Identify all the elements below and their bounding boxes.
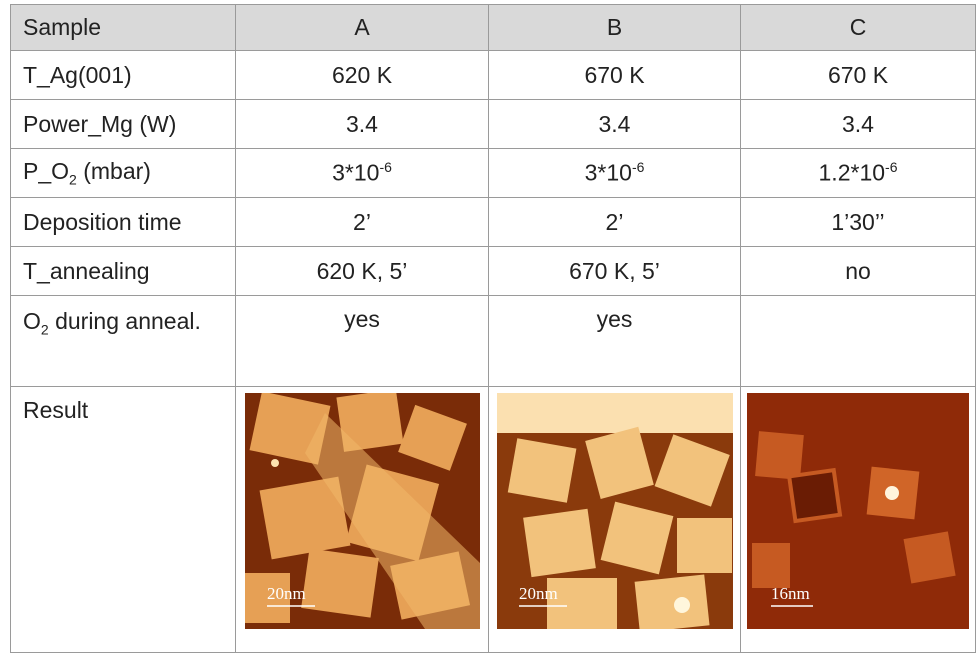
row: T_Ag(001) 620 K 670 K 670 K	[10, 50, 976, 100]
parameter-table: Sample A B C T_Ag(001) 620 K 670 K 670 K…	[10, 4, 976, 653]
superscript: -6	[631, 159, 645, 176]
stm-image: 16nm	[747, 393, 969, 629]
scale-bar-label: 20nm	[519, 584, 558, 603]
row-label: T_annealing	[10, 246, 236, 296]
stm-image: 20nm	[496, 393, 733, 629]
page: {"table": { "header": ["Sample", "A", "B…	[10, 4, 976, 653]
row: O2 during anneal. yes yes	[10, 295, 976, 387]
scale-bar-label: 20nm	[267, 584, 306, 603]
image-cell: 20nm	[488, 386, 741, 653]
image-cell: 20nm	[235, 386, 489, 653]
row: P_O2 (mbar) 3*10-6 3*10-6 1.2*10-6	[10, 148, 976, 198]
image-cell: 16nm	[740, 386, 976, 653]
header-row: Sample A B C	[10, 4, 976, 51]
header-cell: B	[488, 4, 741, 51]
header-cell: C	[740, 4, 976, 51]
text: 1.2*10	[818, 159, 886, 186]
cell: 3*10-6	[488, 148, 741, 198]
cell: yes	[235, 295, 489, 387]
row-label: Result	[10, 386, 236, 653]
superscript: -6	[885, 159, 898, 176]
row-label: O2 during anneal.	[10, 295, 236, 387]
row: Deposition time 2’ 2’ 1’30’’	[10, 197, 976, 247]
cell: 1.2*10-6	[740, 148, 976, 198]
stm-image: 20nm	[244, 393, 480, 629]
text: (mbar)	[76, 158, 151, 185]
text: O	[23, 308, 41, 334]
superscript: -6	[379, 159, 392, 176]
subscript: 2	[40, 321, 49, 338]
header-cell: A	[235, 4, 489, 51]
cell: 3.4	[488, 99, 741, 149]
cell: yes	[488, 295, 741, 387]
result-row: Result 20nm	[10, 386, 976, 653]
text: P_O	[23, 158, 70, 185]
cell: 670 K	[740, 50, 976, 100]
subscript: 2	[69, 171, 77, 188]
row-label: P_O2 (mbar)	[10, 148, 236, 198]
cell: no	[740, 246, 976, 296]
cell: 3.4	[235, 99, 489, 149]
text: 3*10	[332, 159, 380, 186]
cell: 3.4	[740, 99, 976, 149]
scale-bar-label: 16nm	[771, 584, 810, 603]
cell	[740, 295, 976, 387]
cell: 2’	[488, 197, 741, 247]
cell: 3*10-6	[235, 148, 489, 198]
text: during anneal.	[48, 308, 201, 334]
header-cell: Sample	[10, 4, 236, 51]
cell: 2’	[235, 197, 489, 247]
cell: 670 K, 5’	[488, 246, 741, 296]
row: Power_Mg (W) 3.4 3.4 3.4	[10, 99, 976, 149]
cell: 1’30’’	[740, 197, 976, 247]
row: T_annealing 620 K, 5’ 670 K, 5’ no	[10, 246, 976, 296]
cell: 670 K	[488, 50, 741, 100]
row-label: Deposition time	[10, 197, 236, 247]
cell: 620 K	[235, 50, 489, 100]
row-label: Power_Mg (W)	[10, 99, 236, 149]
cell: 620 K, 5’	[235, 246, 489, 296]
text: 3*10	[584, 159, 632, 186]
row-label: T_Ag(001)	[10, 50, 236, 100]
